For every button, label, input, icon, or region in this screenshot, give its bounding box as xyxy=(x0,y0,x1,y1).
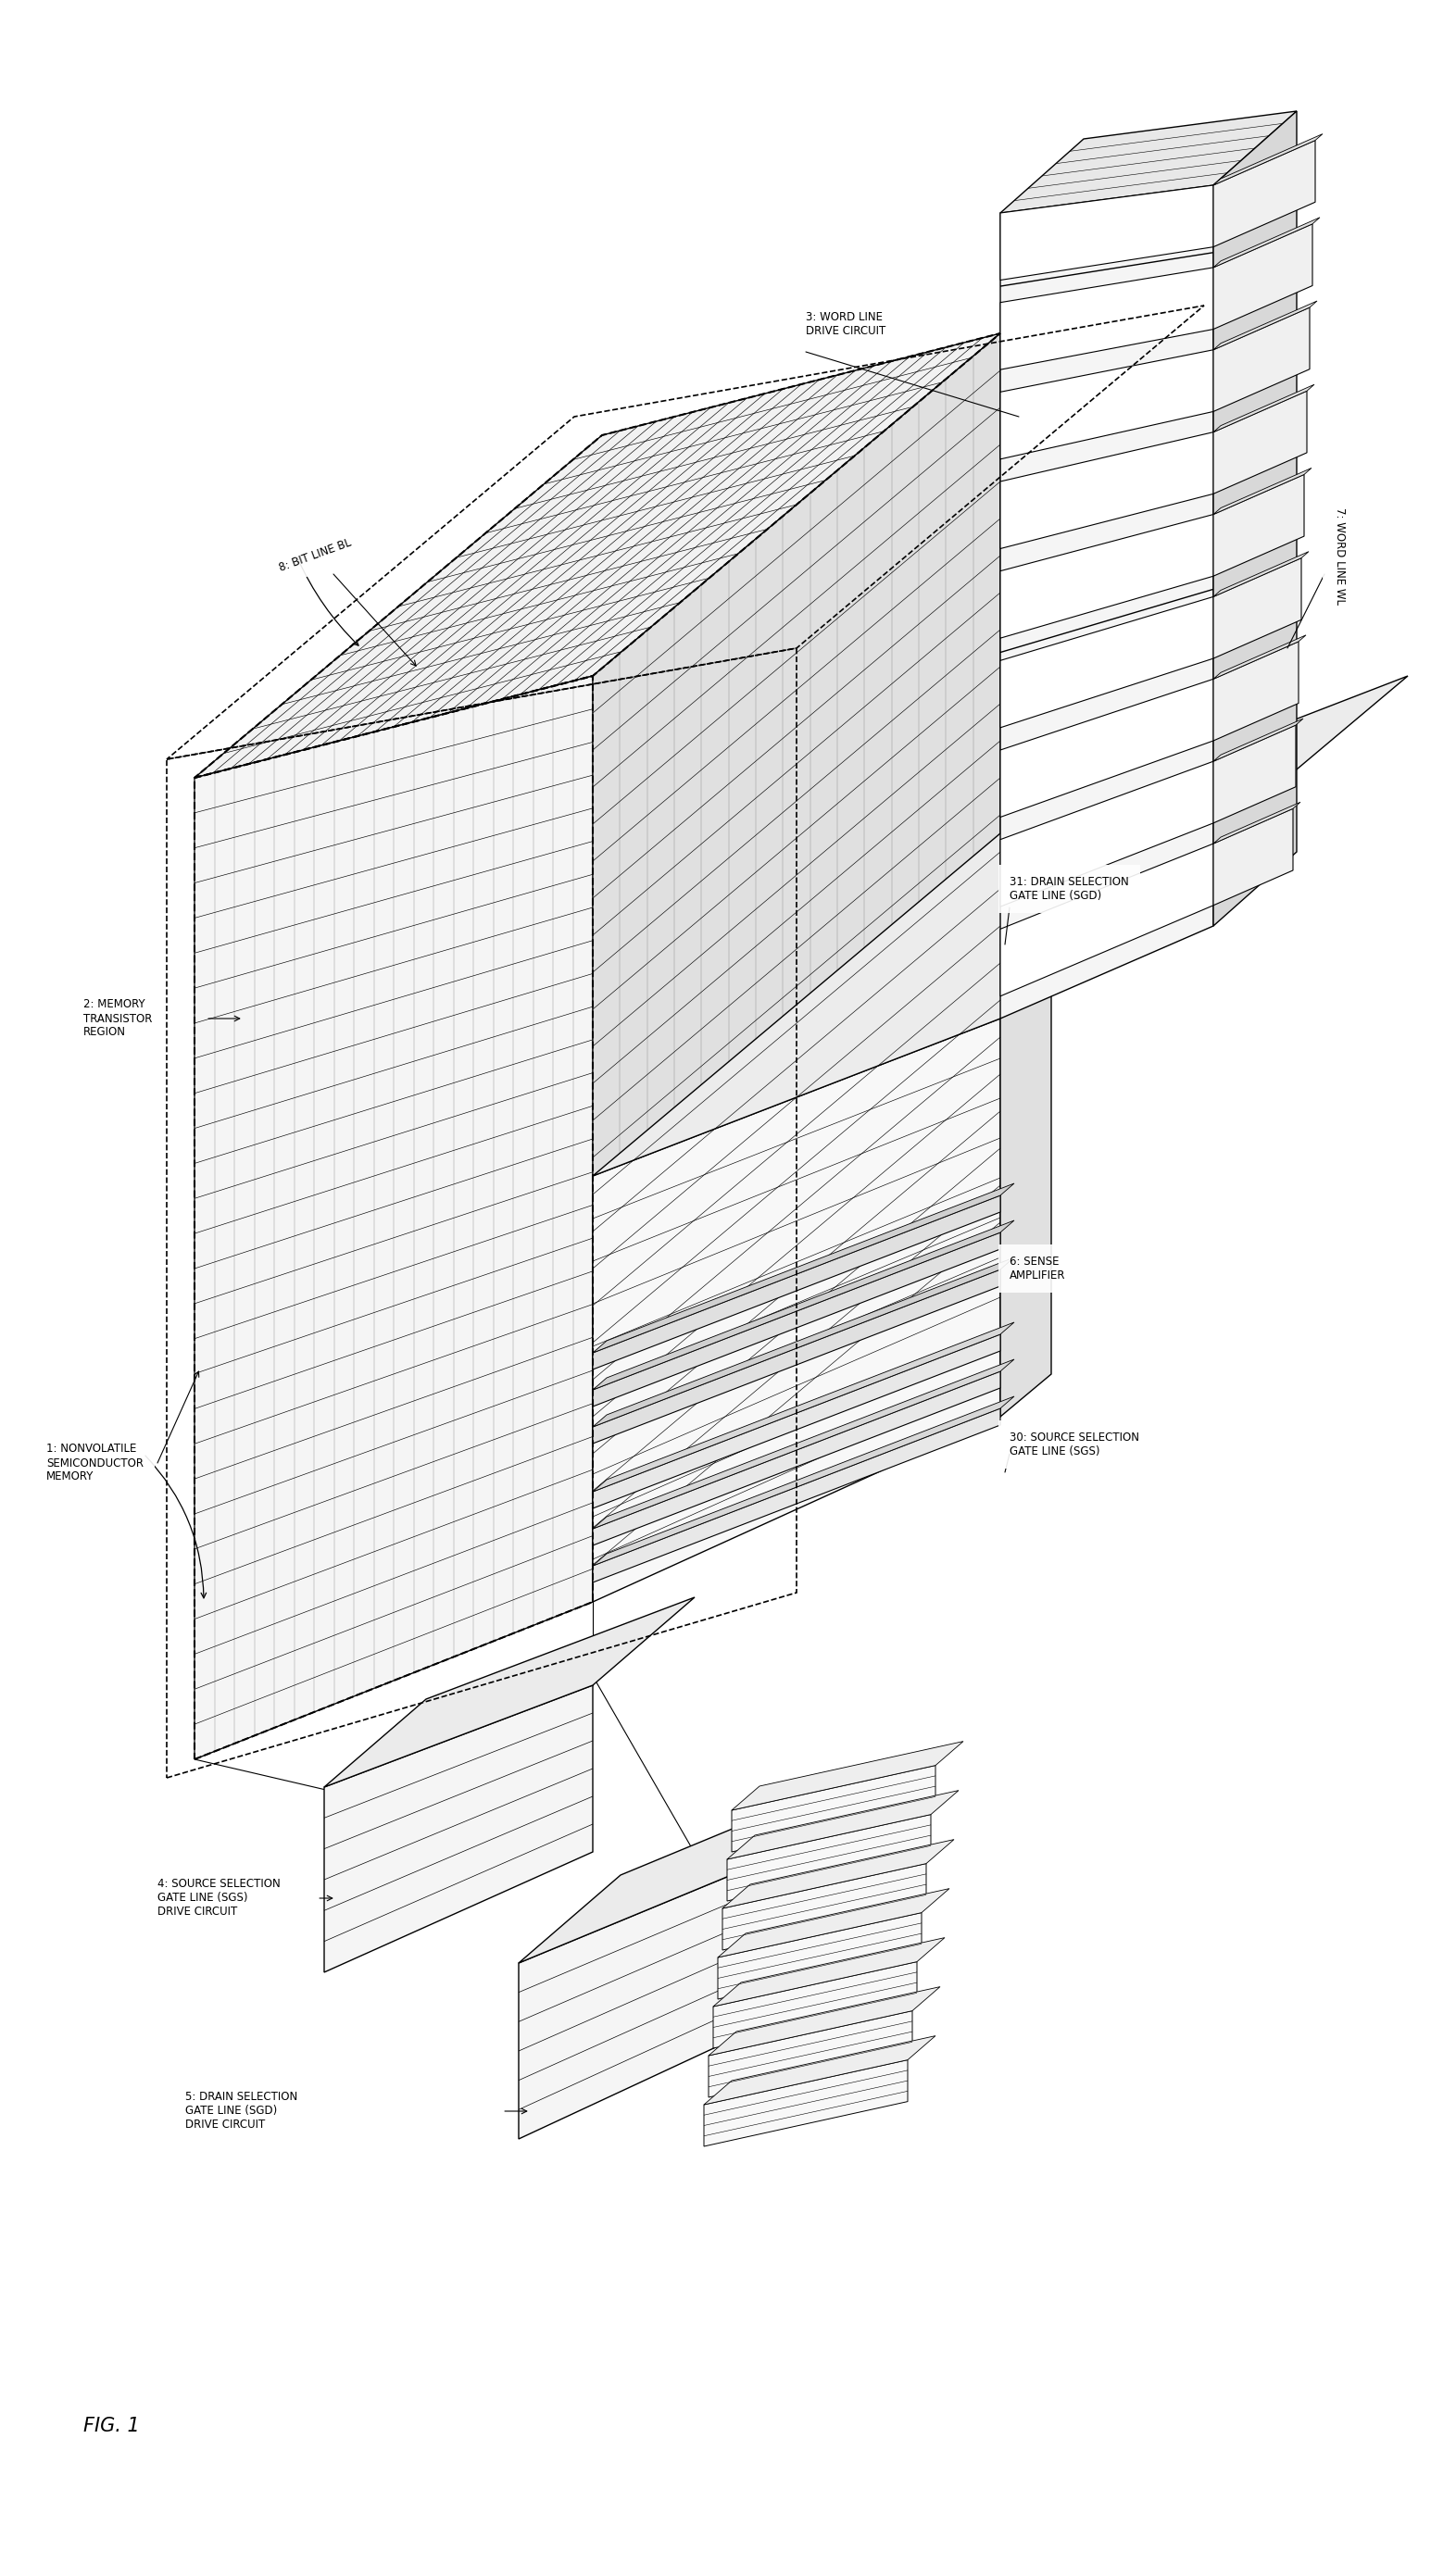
Text: 4: SOURCE SELECTION
GATE LINE (SGS)
DRIVE CIRCUIT: 4: SOURCE SELECTION GATE LINE (SGS) DRIV… xyxy=(157,1878,281,1919)
Polygon shape xyxy=(593,1396,1015,1566)
Polygon shape xyxy=(732,1765,935,1852)
Polygon shape xyxy=(713,1963,917,2048)
Polygon shape xyxy=(1000,976,1051,1417)
Text: FIG. 1: FIG. 1 xyxy=(83,2416,140,2434)
Polygon shape xyxy=(727,1814,930,1901)
Text: 31: DRAIN SELECTION
GATE LINE (SGD): 31: DRAIN SELECTION GATE LINE (SGD) xyxy=(1009,876,1128,902)
Polygon shape xyxy=(593,332,1000,1602)
Polygon shape xyxy=(593,1370,1000,1546)
Polygon shape xyxy=(1213,216,1319,268)
Polygon shape xyxy=(593,1409,1000,1582)
Polygon shape xyxy=(709,2012,913,2097)
Text: 2: MEMORY
TRANSISTOR
REGION: 2: MEMORY TRANSISTOR REGION xyxy=(83,999,153,1038)
Polygon shape xyxy=(1213,139,1315,247)
Polygon shape xyxy=(1213,809,1293,904)
Polygon shape xyxy=(1000,845,1213,997)
Polygon shape xyxy=(518,1852,788,2138)
Polygon shape xyxy=(1000,268,1213,368)
Polygon shape xyxy=(593,1270,1000,1443)
Polygon shape xyxy=(1213,224,1312,330)
Polygon shape xyxy=(1213,559,1302,659)
Polygon shape xyxy=(727,1790,958,1860)
Polygon shape xyxy=(593,1334,1000,1510)
Text: 1: NONVOLATILE
SEMICONDUCTOR
MEMORY: 1: NONVOLATILE SEMICONDUCTOR MEMORY xyxy=(47,1443,144,1484)
Polygon shape xyxy=(703,2035,935,2105)
Polygon shape xyxy=(1213,384,1315,433)
Polygon shape xyxy=(1213,474,1305,577)
Polygon shape xyxy=(722,1862,926,1950)
Polygon shape xyxy=(1213,636,1306,680)
Polygon shape xyxy=(593,1257,1015,1427)
Polygon shape xyxy=(593,1221,1015,1391)
Polygon shape xyxy=(325,1685,593,1973)
Polygon shape xyxy=(1213,724,1296,824)
Polygon shape xyxy=(1000,111,1297,214)
Polygon shape xyxy=(1213,111,1297,925)
Polygon shape xyxy=(1213,134,1322,185)
Polygon shape xyxy=(1000,762,1213,907)
Polygon shape xyxy=(593,675,1408,1177)
Text: 5: DRAIN SELECTION
GATE LINE (SGD)
DRIVE CIRCUIT: 5: DRAIN SELECTION GATE LINE (SGD) DRIVE… xyxy=(185,2092,297,2130)
Text: 30: SOURCE SELECTION
GATE LINE (SGS): 30: SOURCE SELECTION GATE LINE (SGS) xyxy=(1009,1432,1139,1458)
Polygon shape xyxy=(1213,641,1299,742)
Polygon shape xyxy=(325,1597,695,1788)
Polygon shape xyxy=(1213,801,1300,845)
Polygon shape xyxy=(1213,551,1309,598)
Polygon shape xyxy=(1213,301,1318,350)
Text: 6: SENSE
AMPLIFIER: 6: SENSE AMPLIFIER xyxy=(1009,1255,1066,1280)
Polygon shape xyxy=(1213,719,1303,762)
Polygon shape xyxy=(713,1937,945,2007)
Polygon shape xyxy=(732,1741,964,1811)
Text: 7: WORD LINE WL: 7: WORD LINE WL xyxy=(1334,507,1345,605)
Polygon shape xyxy=(1000,350,1213,459)
Polygon shape xyxy=(718,1911,922,1999)
Polygon shape xyxy=(1000,433,1213,549)
Polygon shape xyxy=(195,675,593,1759)
Polygon shape xyxy=(593,1231,1000,1406)
Polygon shape xyxy=(718,1888,949,1958)
Polygon shape xyxy=(1000,185,1213,1018)
Polygon shape xyxy=(703,2061,907,2146)
Polygon shape xyxy=(1213,469,1312,515)
Polygon shape xyxy=(518,1765,890,1963)
Polygon shape xyxy=(1213,392,1307,495)
Polygon shape xyxy=(1000,515,1213,639)
Polygon shape xyxy=(593,1360,1015,1528)
Polygon shape xyxy=(1000,680,1213,817)
Polygon shape xyxy=(1213,307,1309,412)
Text: 8: BIT LINE BL: 8: BIT LINE BL xyxy=(278,536,354,574)
Polygon shape xyxy=(593,1018,1000,1602)
Polygon shape xyxy=(722,1839,954,1909)
Polygon shape xyxy=(709,1986,941,2056)
Polygon shape xyxy=(1000,598,1213,726)
Polygon shape xyxy=(593,1195,1000,1370)
Polygon shape xyxy=(593,1182,1015,1352)
Polygon shape xyxy=(593,1321,1015,1492)
Polygon shape xyxy=(1000,185,1213,281)
Text: 3: WORD LINE
DRIVE CIRCUIT: 3: WORD LINE DRIVE CIRCUIT xyxy=(805,312,885,337)
Polygon shape xyxy=(195,332,1000,778)
